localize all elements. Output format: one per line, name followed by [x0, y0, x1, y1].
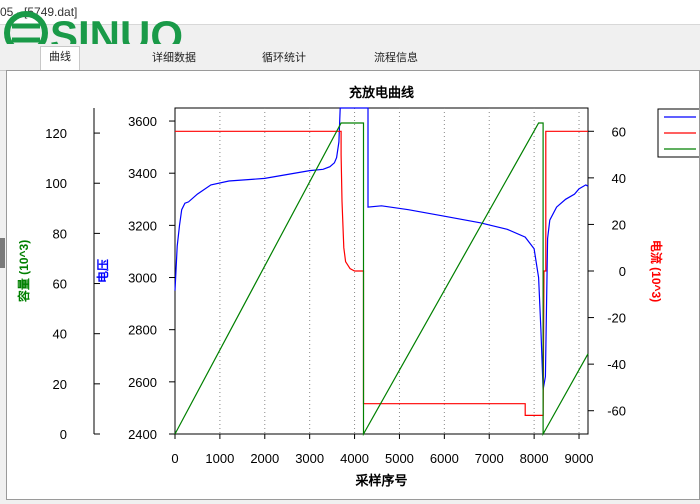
current-axis-label: 电流 (10^3) — [649, 240, 664, 302]
x-tick-label: 3000 — [295, 451, 324, 466]
chart-panel: 充放电曲线 0 1000 2000 3000 4000 5000 6000 7000 8000 90… — [6, 70, 700, 500]
x-tick-label: 8000 — [520, 451, 549, 466]
voltage-tick-label: 3200 — [128, 218, 157, 233]
tab-bar: 曲线 详细数据 循环统计 流程信息 — [0, 44, 700, 71]
voltage-tick-label: 3400 — [128, 166, 157, 181]
x-tick-label: 5000 — [385, 451, 414, 466]
voltage-tick-label: 3600 — [128, 114, 157, 129]
capacity-tick-label: 0 — [60, 427, 67, 442]
x-tick-label: 4000 — [340, 451, 369, 466]
tab-detail-data[interactable]: 详细数据 — [152, 48, 196, 68]
x-tick-label: 7000 — [475, 451, 504, 466]
x-tick-label: 2000 — [250, 451, 279, 466]
capacity-series-line — [174, 122, 589, 437]
tab-curve[interactable]: 曲线 — [40, 46, 80, 71]
capacity-tick-label: 80 — [53, 226, 67, 241]
current-tick-label: 40 — [612, 171, 626, 186]
capacity-tick-label: 100 — [45, 176, 67, 191]
x-axis-label: 采样序号 — [354, 473, 407, 488]
chart-title: 充放电曲线 — [349, 85, 414, 100]
current-tick-label: 60 — [612, 124, 626, 139]
current-tick-label: -20 — [607, 311, 626, 326]
current-tick-label: -40 — [607, 357, 626, 372]
tab-process-info[interactable]: 流程信息 — [374, 48, 418, 68]
tab-cycle-stats[interactable]: 循环统计 — [262, 48, 306, 68]
voltage-tick-label: 2600 — [128, 375, 157, 390]
splitter-handle[interactable] — [0, 238, 5, 268]
tab-curve-label: 曲线 — [49, 51, 71, 63]
current-tick-label: 0 — [619, 264, 626, 279]
x-tick-label: 9000 — [565, 451, 594, 466]
voltage-tick-label: 3000 — [128, 271, 157, 286]
tab-detail-data-label: 详细数据 — [152, 52, 196, 64]
capacity-axis-label: 容量 (10^3) — [16, 240, 31, 303]
voltage-tick-label: 2800 — [128, 323, 157, 338]
voltage-axis-label: 电压 — [95, 259, 110, 283]
capacity-tick-label: 40 — [53, 327, 67, 342]
capacity-tick-label: 20 — [53, 377, 67, 392]
x-tick-label: 0 — [171, 451, 178, 466]
tab-process-info-label: 流程信息 — [374, 52, 418, 64]
capacity-tick-label: 60 — [53, 277, 67, 292]
current-tick-label: 20 — [612, 217, 626, 232]
plot-area — [174, 107, 589, 435]
tab-cycle-stats-label: 循环统计 — [262, 52, 306, 64]
voltage-series-line — [174, 107, 589, 390]
current-tick-label: -60 — [607, 404, 626, 419]
x-tick-label: 6000 — [430, 451, 459, 466]
voltage-tick-label: 2400 — [128, 427, 157, 442]
capacity-tick-label: 120 — [45, 126, 67, 141]
x-tick-label: 1000 — [205, 451, 234, 466]
